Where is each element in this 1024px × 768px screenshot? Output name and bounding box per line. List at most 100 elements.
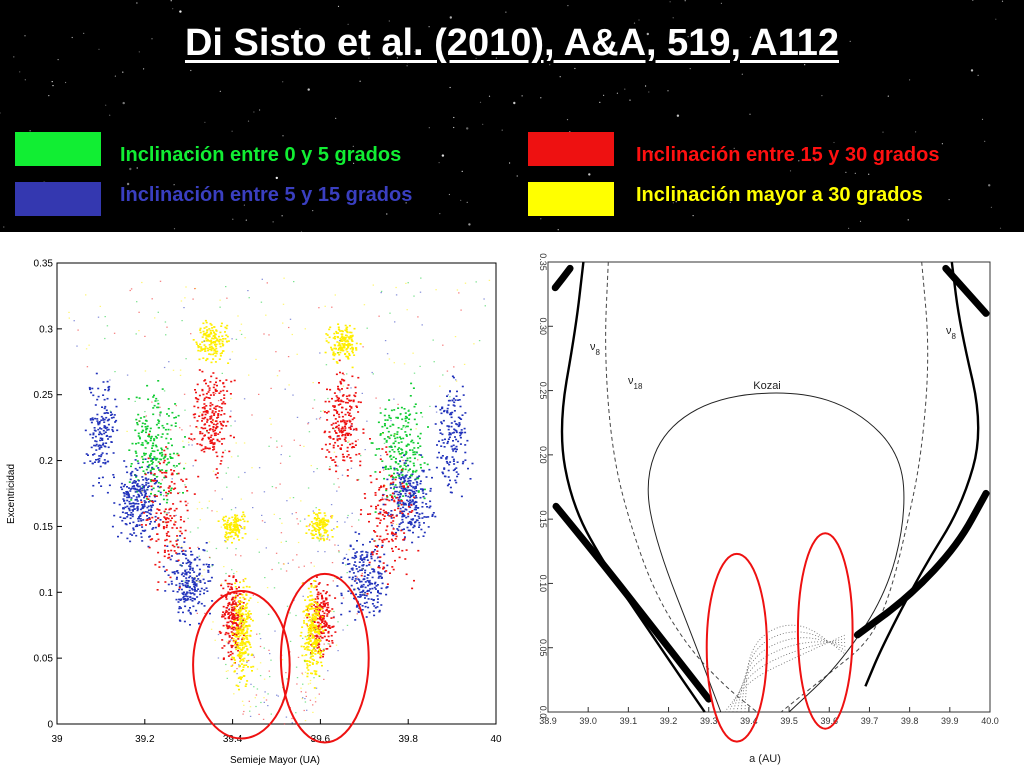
scatter-point xyxy=(325,456,328,458)
scatter-point xyxy=(186,586,189,588)
scatter-point xyxy=(152,396,155,398)
scatter-point xyxy=(451,399,454,402)
star xyxy=(521,95,523,97)
scatter-point xyxy=(226,677,228,679)
scatter-point xyxy=(211,600,214,602)
scatter-point xyxy=(239,603,241,605)
scatter-point xyxy=(307,642,310,644)
scatter-point xyxy=(360,584,363,587)
scatter-point xyxy=(253,686,255,688)
scatter-point xyxy=(239,642,242,644)
scatter-point xyxy=(381,460,384,462)
scatter-point xyxy=(364,571,366,574)
scatter-point xyxy=(421,517,424,519)
scatter-point xyxy=(364,569,367,572)
scatter-point xyxy=(195,590,198,592)
scatter-point xyxy=(98,460,101,462)
scatter-point xyxy=(380,546,383,548)
scatter-point xyxy=(90,391,93,394)
scatter-point xyxy=(403,363,406,365)
scatter-point xyxy=(132,506,135,508)
scatter-point xyxy=(395,461,398,464)
star xyxy=(629,99,631,101)
scatter-point xyxy=(449,433,452,435)
scatter-point xyxy=(240,615,243,617)
scatter-point xyxy=(209,416,212,418)
scatter-point xyxy=(313,642,316,644)
scatter-point xyxy=(206,418,209,421)
scatter-point xyxy=(322,527,324,529)
scatter-point xyxy=(318,520,321,522)
scatter-point xyxy=(144,458,147,460)
scatter-point xyxy=(337,478,339,480)
scatter-point xyxy=(147,486,149,488)
scatter-point xyxy=(336,526,339,528)
scatter-point xyxy=(98,444,101,446)
scatter-point xyxy=(151,450,154,452)
scatter-point xyxy=(186,591,189,594)
scatter-point xyxy=(194,397,197,399)
scatter-point xyxy=(141,425,144,428)
scatter-point xyxy=(323,635,326,638)
scatter-point xyxy=(155,444,157,447)
scatter-point xyxy=(100,428,103,430)
scatter-point xyxy=(325,524,328,527)
scatter-point xyxy=(439,429,441,431)
nu8-left-label: ν8 xyxy=(590,341,601,357)
scatter-point xyxy=(139,489,142,491)
scatter-point xyxy=(314,598,317,600)
scatter-point xyxy=(312,704,314,706)
scatter-point xyxy=(137,432,140,435)
scatter-point xyxy=(310,653,313,655)
scatter-point xyxy=(409,489,412,492)
scatter-point xyxy=(219,431,221,434)
star xyxy=(466,201,468,203)
scatter-point xyxy=(383,511,386,514)
scatter-point xyxy=(318,529,320,532)
scatter-point xyxy=(341,343,344,345)
scatter-point xyxy=(442,442,445,444)
scatter-point xyxy=(459,443,462,445)
scatter-point xyxy=(315,638,317,640)
scatter-point xyxy=(258,713,260,715)
scatter-point xyxy=(347,434,350,436)
scatter-point xyxy=(338,343,341,346)
scatter-point xyxy=(214,473,217,476)
scatter-point xyxy=(285,716,288,718)
scatter-point xyxy=(148,436,151,438)
scatter-point xyxy=(250,630,253,632)
scatter-point xyxy=(180,564,182,566)
scatter-point xyxy=(236,594,239,597)
scatter-point xyxy=(373,614,376,617)
scatter-point xyxy=(453,401,456,404)
scatter-point xyxy=(186,584,189,587)
scatter-point xyxy=(152,438,155,440)
scatter-point xyxy=(152,442,155,445)
scatter-point xyxy=(205,326,208,328)
scatter-point xyxy=(158,469,160,471)
scatter-point xyxy=(358,478,360,481)
scatter-point xyxy=(386,525,389,527)
scatter-point xyxy=(210,339,213,342)
scatter-point xyxy=(317,661,320,664)
scatter-point xyxy=(185,557,188,560)
scatter-point xyxy=(348,352,351,355)
scatter-point xyxy=(189,596,192,598)
scatter-point xyxy=(321,523,324,525)
scatter-point xyxy=(315,576,318,578)
scatter-point xyxy=(247,653,250,655)
scatter-point xyxy=(89,418,92,420)
scatter-point xyxy=(239,644,242,647)
scatter-point xyxy=(183,601,186,603)
scatter-point xyxy=(403,532,406,534)
scatter-point xyxy=(318,522,321,524)
scatter-point xyxy=(349,336,352,338)
star xyxy=(741,73,743,75)
scatter-point xyxy=(341,434,344,437)
scatter-point xyxy=(446,425,449,427)
scatter-point xyxy=(412,471,414,473)
legend-label-blue: Inclinación entre 5 y 15 grados xyxy=(120,184,413,206)
scatter-point xyxy=(398,525,401,528)
scatter-point xyxy=(326,534,329,536)
scatter-point xyxy=(297,656,300,658)
